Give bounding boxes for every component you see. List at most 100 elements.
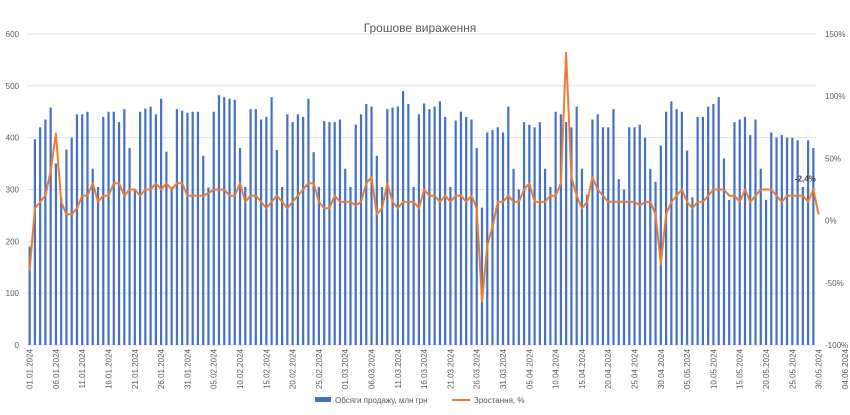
bar [275, 150, 278, 345]
bar [696, 116, 699, 345]
bar [333, 122, 336, 345]
chart-title: Грошове вираження [364, 21, 477, 35]
bar [270, 97, 273, 345]
bar [170, 186, 173, 345]
bar [554, 111, 557, 345]
x-tick-label: 21.01.2024 [131, 348, 140, 389]
bar [522, 122, 526, 345]
bar [628, 127, 631, 345]
x-tick-label: 26.03.2024 [473, 348, 482, 389]
bar [233, 99, 236, 345]
bar [317, 186, 321, 345]
annotations: -2,4% [795, 175, 816, 184]
y-tick-label: 200 [6, 237, 20, 246]
bar [475, 148, 478, 345]
y2-tick-label: 50% [825, 154, 841, 163]
bar [544, 168, 547, 345]
bar [617, 179, 620, 345]
y-tick-label: 400 [6, 134, 20, 143]
bar-series [28, 91, 815, 346]
x-tick-label: 15.04.2024 [578, 348, 587, 389]
x-tick-label: 06.01.2024 [52, 348, 61, 389]
y2-tick-label: 100% [825, 92, 845, 101]
x-tick-label: 01.01.2024 [26, 348, 35, 389]
y-tick-label: 0 [15, 341, 20, 350]
bar [228, 98, 231, 346]
bar [175, 109, 179, 346]
bar [701, 116, 705, 345]
bar [286, 114, 289, 345]
growth-line [28, 51, 820, 303]
bar [407, 103, 410, 345]
bar [28, 246, 31, 345]
bar [323, 121, 326, 345]
bar [223, 97, 226, 345]
x-tick-label: 10.02.2024 [236, 348, 245, 389]
bar [375, 155, 378, 345]
bar [517, 189, 520, 345]
bar [575, 106, 578, 345]
bar [65, 149, 68, 345]
x-tick-label: 20.04.2024 [604, 348, 613, 389]
x-tick-label: 05.05.2024 [683, 348, 692, 389]
bar [775, 137, 778, 345]
bar [349, 186, 352, 345]
y-axis-right: -100% -50% 0% 50% 100% 150% [825, 30, 848, 350]
x-tick-label: 10.05.2024 [709, 348, 718, 389]
bar [465, 116, 468, 345]
bar [417, 114, 420, 345]
bar [338, 119, 342, 346]
x-tick-label: 05.04.2024 [525, 348, 534, 389]
bar [96, 186, 100, 345]
y2-tick-label: -50% [825, 279, 844, 288]
bar [196, 111, 200, 345]
bar [749, 135, 752, 345]
bar [785, 137, 789, 345]
bar [428, 109, 431, 346]
bar [533, 127, 536, 345]
bar [686, 150, 689, 345]
bar [612, 109, 615, 346]
bar [186, 112, 189, 345]
x-tick-label: 11.03.2024 [394, 348, 403, 388]
x-tick-label: 10.04.2024 [552, 348, 561, 389]
bar [643, 137, 647, 345]
y-axis-left: 0 100 200 300 400 500 600 [6, 30, 20, 350]
bar [102, 116, 105, 345]
x-tick-label: 06.03.2024 [368, 348, 377, 389]
bar [107, 111, 110, 345]
bar [796, 140, 799, 345]
bar [538, 122, 541, 345]
x-tick-label: 31.01.2024 [183, 348, 192, 389]
bar [486, 132, 489, 345]
bar [791, 137, 794, 345]
bar [733, 122, 736, 345]
bar [238, 148, 242, 345]
bar [370, 106, 373, 345]
bar [44, 119, 47, 346]
bar [281, 186, 284, 345]
bar [722, 158, 726, 345]
bar [249, 109, 252, 346]
x-tick-label: 30.05.2024 [815, 348, 824, 389]
bar [160, 98, 163, 346]
bar [344, 168, 347, 345]
bar [386, 109, 389, 346]
bar [138, 111, 142, 345]
bar [470, 119, 473, 346]
bar [33, 139, 36, 345]
legend-line-label: Зростання, % [474, 396, 524, 405]
bar [507, 106, 510, 345]
bar [401, 91, 405, 346]
bar [601, 127, 605, 345]
x-tick-label: 16.03.2024 [420, 348, 429, 389]
bar [359, 114, 363, 345]
bar [480, 207, 484, 345]
bar [133, 189, 136, 345]
bar [743, 116, 747, 345]
bar [444, 116, 447, 345]
y-tick-label: 500 [6, 82, 20, 91]
bar [354, 124, 357, 345]
bar [91, 168, 94, 345]
